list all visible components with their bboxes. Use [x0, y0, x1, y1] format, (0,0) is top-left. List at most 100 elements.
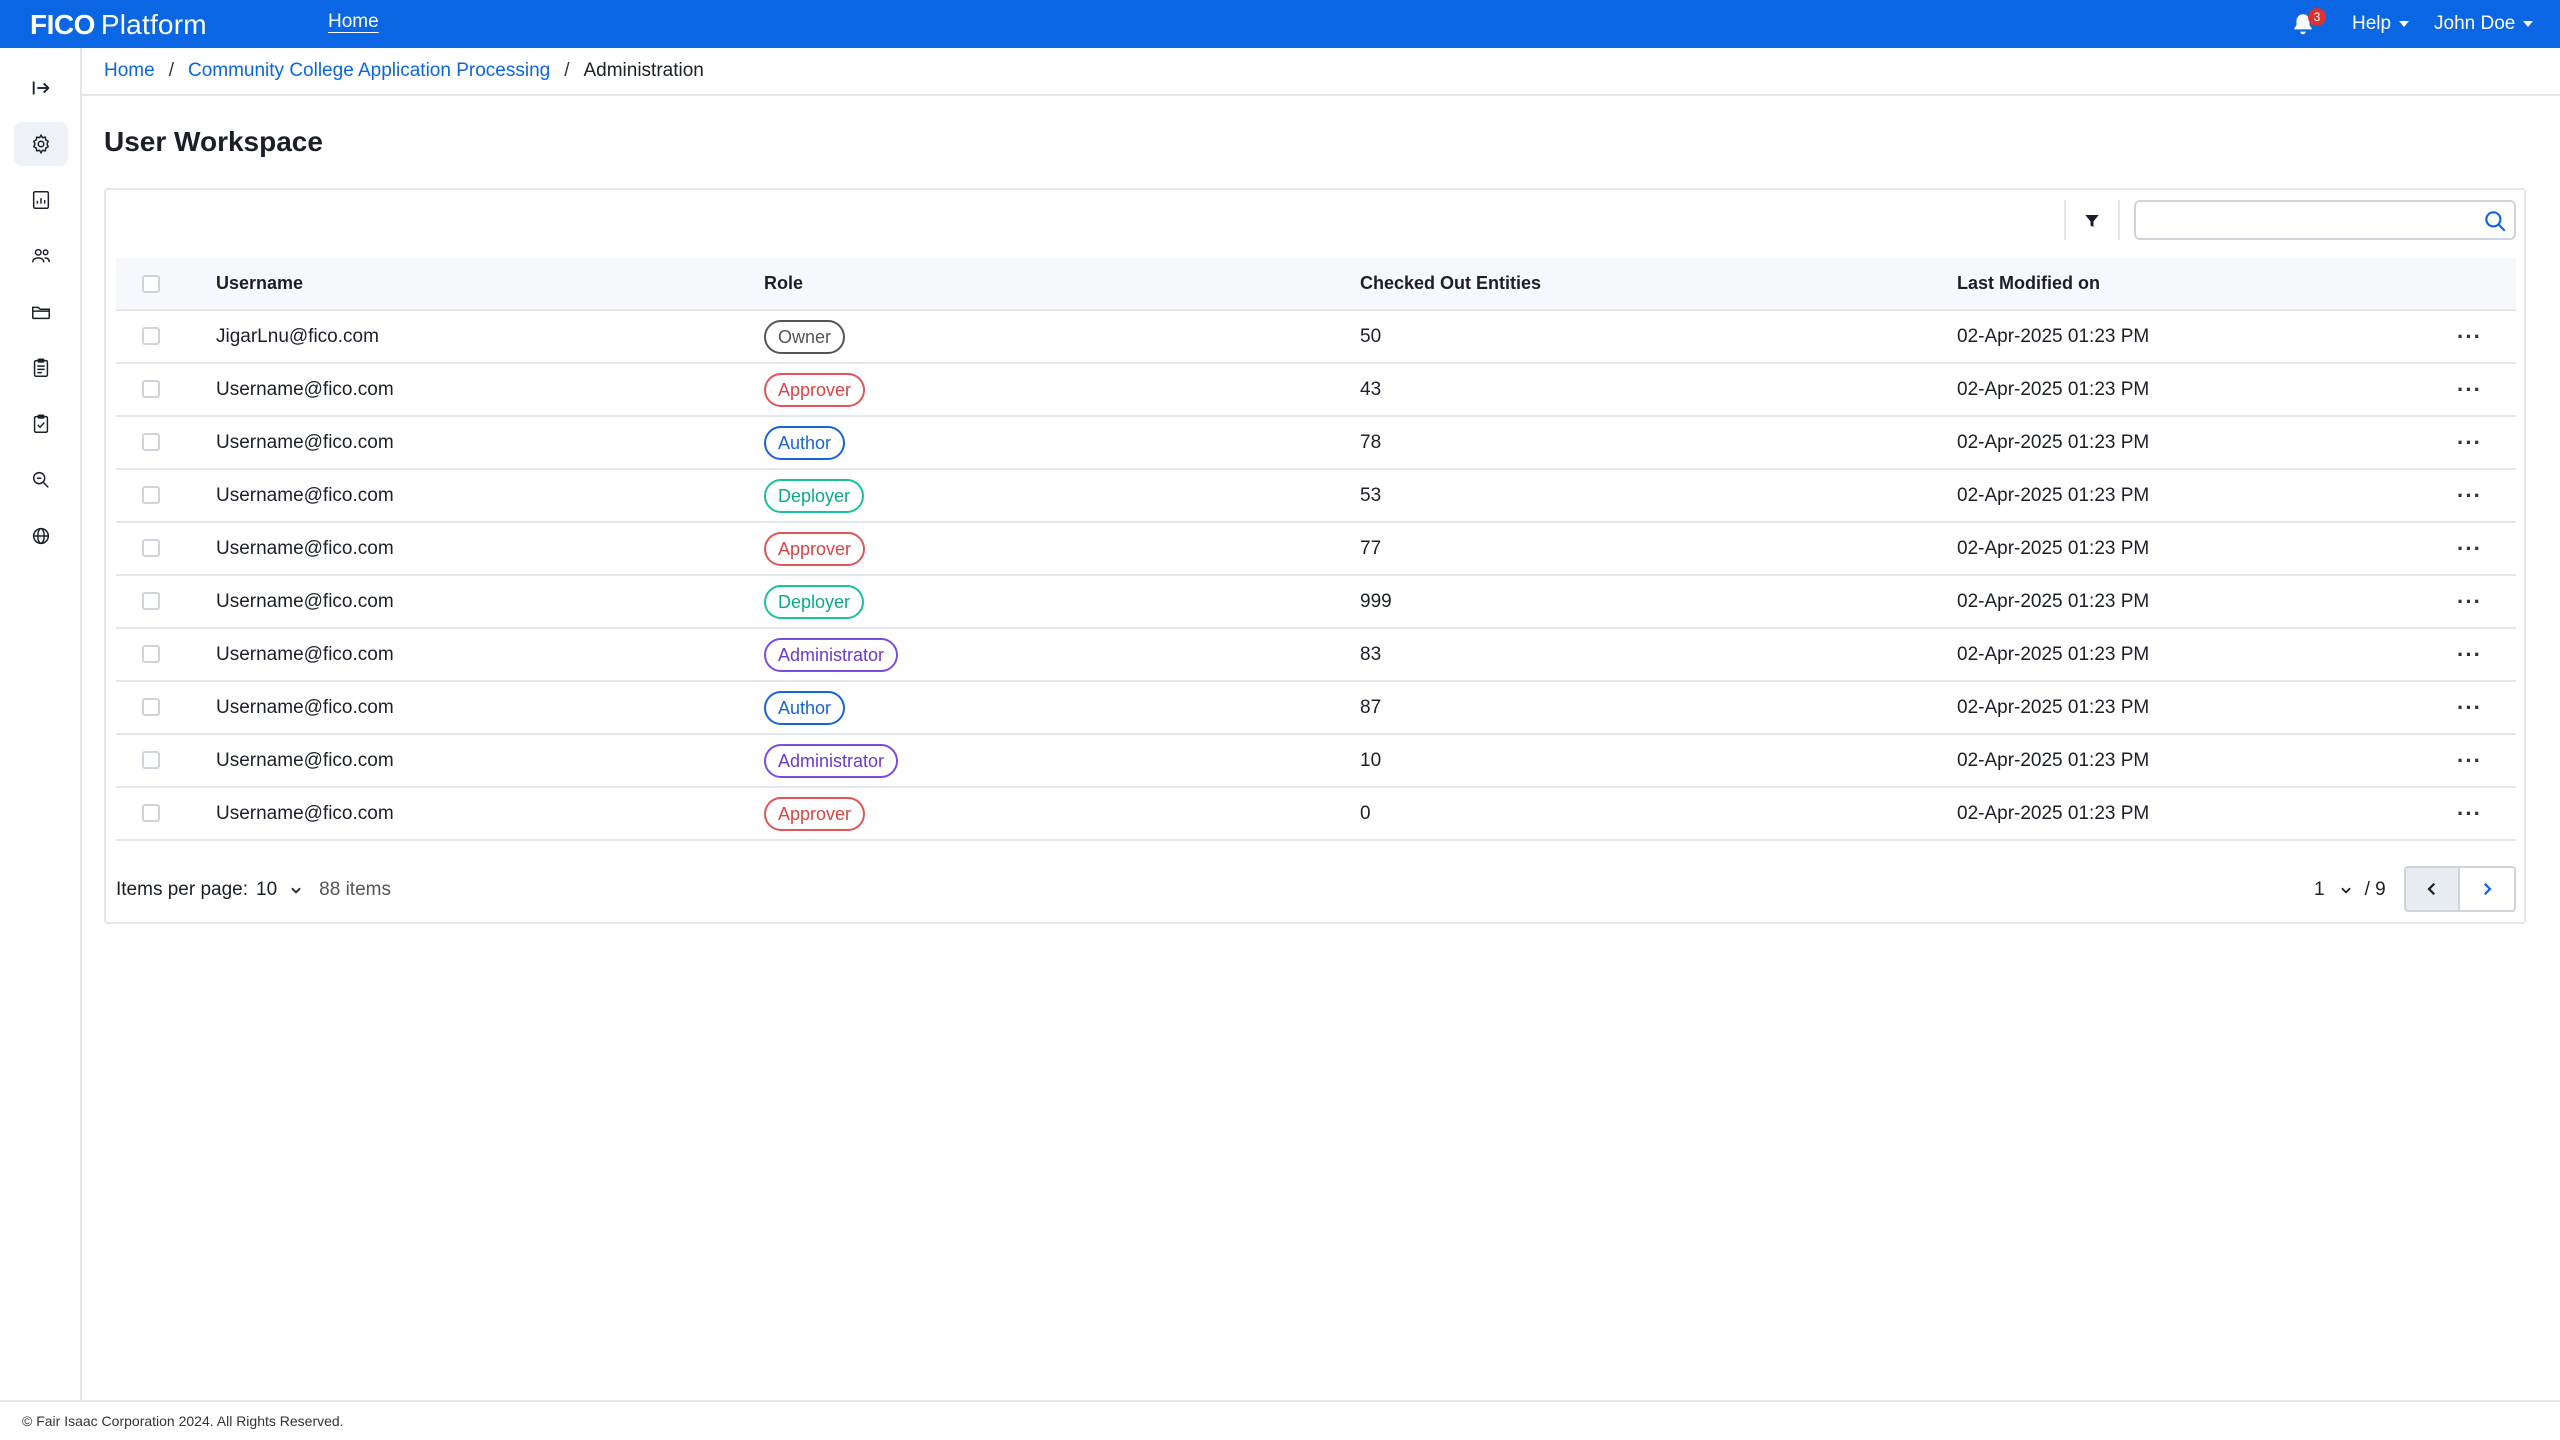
sidebar-item-folders[interactable] [14, 290, 68, 334]
table-header-row: Username Role Checked Out Entities Last … [116, 258, 2516, 310]
top-bar: FICO Platform Home 3 Help John Doe [0, 0, 2560, 48]
search-icon[interactable] [2482, 208, 2508, 234]
breadcrumb-separator: / [168, 60, 174, 81]
column-header-last-modified[interactable]: Last Modified on [1957, 273, 2100, 293]
row-actions-icon[interactable]: ··· [2457, 588, 2482, 614]
cell-last-modified: 02-Apr-2025 01:23 PM [1957, 325, 2150, 347]
cell-username: Username@fico.com [216, 696, 394, 718]
cell-last-modified: 02-Apr-2025 01:23 PM [1957, 484, 2150, 506]
row-actions-icon[interactable]: ··· [2457, 694, 2482, 720]
items-per-page-select[interactable]: 10 [256, 879, 278, 900]
cell-checked-out: 87 [1360, 696, 1382, 718]
cell-checked-out: 0 [1360, 802, 1371, 824]
sidebar-item-tasks[interactable] [14, 402, 68, 446]
cell-username: Username@fico.com [216, 802, 394, 824]
cell-last-modified: 02-Apr-2025 01:23 PM [1957, 537, 2150, 559]
row-checkbox[interactable] [142, 698, 160, 717]
row-checkbox[interactable] [142, 486, 160, 505]
row-actions-icon[interactable]: ··· [2457, 535, 2482, 561]
cell-username: Username@fico.com [216, 484, 394, 506]
column-header-checked-out[interactable]: Checked Out Entities [1360, 273, 1542, 293]
total-pages: / 9 [2364, 879, 2386, 900]
cell-username: Username@fico.com [216, 537, 394, 559]
table-row: Username@fico.com Author 78 02-Apr-2025 … [116, 416, 2516, 469]
brand-name: Platform [100, 9, 207, 40]
folder-icon [32, 306, 50, 320]
row-checkbox[interactable] [142, 380, 160, 399]
sidebar-item-settings[interactable] [14, 122, 68, 166]
chevron-down-icon[interactable] [2339, 883, 2353, 897]
role-badge: Administrator [764, 743, 899, 778]
chevron-down-icon[interactable] [289, 883, 303, 897]
cell-last-modified: 02-Apr-2025 01:23 PM [1957, 696, 2150, 718]
cell-username: Username@fico.com [216, 431, 394, 453]
cell-last-modified: 02-Apr-2025 01:23 PM [1957, 590, 2150, 612]
previous-page-button[interactable] [2404, 866, 2460, 912]
row-actions-icon[interactable]: ··· [2457, 747, 2482, 773]
row-actions-icon[interactable]: ··· [2457, 800, 2482, 826]
sidebar-item-global[interactable] [14, 514, 68, 558]
chevron-left-icon [2427, 882, 2436, 896]
brand-logo[interactable]: FICO Platform [30, 9, 207, 40]
role-badge: Approver [764, 531, 866, 566]
next-page-button[interactable] [2458, 866, 2516, 912]
cell-checked-out: 83 [1360, 643, 1382, 665]
role-badge: Author [764, 690, 846, 725]
filter-button[interactable] [2072, 202, 2112, 240]
row-actions-icon[interactable]: ··· [2457, 323, 2482, 349]
role-badge: Administrator [764, 637, 899, 672]
cell-last-modified: 02-Apr-2025 01:23 PM [1957, 802, 2150, 824]
table-row: Username@fico.com Deployer 53 02-Apr-202… [116, 469, 2516, 522]
current-page-select[interactable]: 1 [2314, 879, 2325, 900]
notification-badge: 3 [2308, 8, 2326, 26]
row-actions-icon[interactable]: ··· [2457, 482, 2482, 508]
column-header-role[interactable]: Role [764, 273, 804, 293]
search-zoom-icon [32, 471, 49, 488]
cell-checked-out: 999 [1360, 590, 1392, 612]
filter-icon [2085, 215, 2099, 227]
caret-down-icon [2399, 21, 2410, 27]
cell-checked-out: 78 [1360, 431, 1382, 453]
sidebar-item-users[interactable] [14, 234, 68, 278]
user-menu[interactable]: John Doe [2434, 13, 2534, 35]
help-menu[interactable]: Help [2352, 13, 2410, 35]
sidebar-item-search[interactable] [14, 458, 68, 502]
breadcrumb-home[interactable]: Home [104, 60, 155, 81]
row-checkbox[interactable] [142, 592, 160, 611]
cell-checked-out: 77 [1360, 537, 1382, 559]
caret-down-icon [2523, 21, 2534, 27]
row-checkbox[interactable] [142, 327, 160, 346]
table-row: Username@fico.com Administrator 10 02-Ap… [116, 734, 2516, 787]
cell-checked-out: 53 [1360, 484, 1382, 506]
cell-checked-out: 43 [1360, 378, 1382, 400]
cell-username: Username@fico.com [216, 643, 394, 665]
role-badge: Deployer [764, 584, 865, 619]
row-checkbox[interactable] [142, 645, 160, 664]
row-checkbox[interactable] [142, 751, 160, 770]
row-actions-icon[interactable]: ··· [2457, 376, 2482, 402]
nav-home-link[interactable]: Home [328, 11, 379, 32]
column-header-username[interactable]: Username [216, 273, 304, 293]
total-items: 88 items [319, 879, 391, 900]
row-checkbox[interactable] [142, 539, 160, 558]
table-row: Username@fico.com Deployer 999 02-Apr-20… [116, 575, 2516, 628]
row-actions-icon[interactable]: ··· [2457, 641, 2482, 667]
footer: © Fair Isaac Corporation 2024. All Right… [0, 1400, 2560, 1440]
table-row: Username@fico.com Approver 77 02-Apr-202… [116, 522, 2516, 575]
bell-icon[interactable] [2290, 11, 2316, 37]
sidebar-item-reports[interactable] [14, 178, 68, 222]
table-row: Username@fico.com Author 87 02-Apr-2025 … [116, 681, 2516, 734]
user-label: John Doe [2434, 13, 2516, 34]
row-checkbox[interactable] [142, 433, 160, 452]
search-input[interactable] [2144, 206, 2474, 234]
cell-username: Username@fico.com [216, 749, 394, 771]
breadcrumb-project[interactable]: Community College Application Processing [187, 60, 551, 81]
row-checkbox[interactable] [142, 804, 160, 823]
sidebar-item-lists[interactable] [14, 346, 68, 390]
select-all-checkbox[interactable] [142, 275, 160, 294]
sidebar-expand-button[interactable] [14, 66, 68, 110]
row-actions-icon[interactable]: ··· [2457, 429, 2482, 455]
cell-last-modified: 02-Apr-2025 01:23 PM [1957, 749, 2150, 771]
role-badge: Deployer [764, 478, 865, 513]
breadcrumb-separator: / [564, 60, 570, 81]
